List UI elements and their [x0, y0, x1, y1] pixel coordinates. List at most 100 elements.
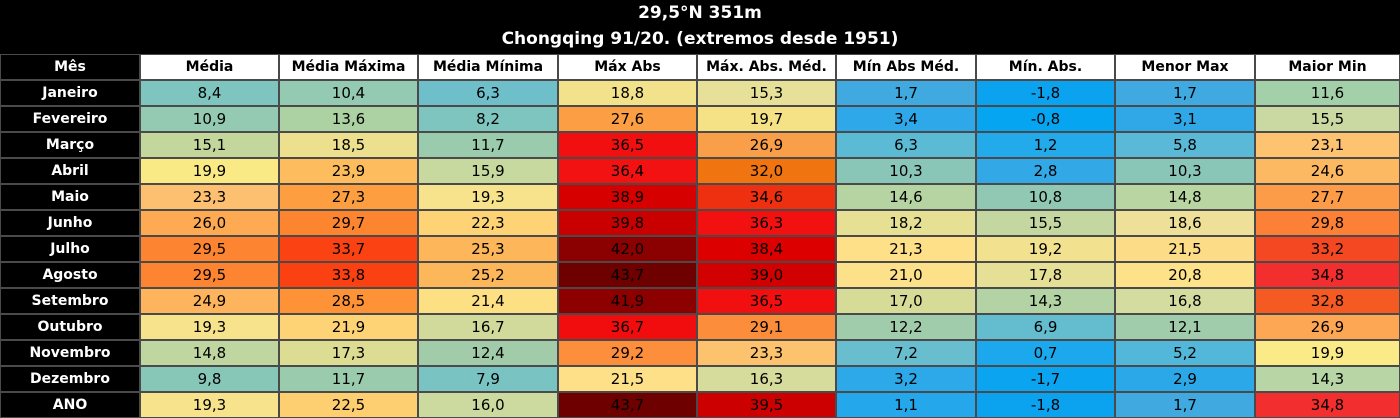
table-cell: 29,7 [279, 210, 418, 236]
table-cell: -1,8 [976, 80, 1115, 106]
table-cell: 19,2 [976, 236, 1115, 262]
table-cell: 16,7 [418, 314, 558, 340]
table-cell: -1,8 [976, 392, 1115, 418]
table-cell: 11,6 [1255, 80, 1400, 106]
column-header: Mín Abs Méd. [836, 54, 976, 80]
column-header: Média [140, 54, 279, 80]
table-cell: 10,3 [836, 158, 976, 184]
table-cell: 2,9 [1115, 366, 1255, 392]
table-row: Abril 19,9 23,9 15,9 36,4 32,0 10,3 2,8 10,3 24,6 [0, 158, 1400, 184]
table-cell: 36,7 [558, 314, 697, 340]
table-cell: 17,8 [976, 262, 1115, 288]
table-cell: 22,5 [279, 392, 418, 418]
table-cell: 29,5 [140, 262, 279, 288]
table-cell: 8,2 [418, 106, 558, 132]
table-cell: 20,8 [1115, 262, 1255, 288]
table-cell: 23,3 [697, 340, 836, 366]
table-subtitle: Chongqing 91/20. (extremos desde 1951) [501, 29, 899, 49]
column-header: Máx. Abs. Méd. [697, 54, 836, 80]
table-cell: 5,8 [1115, 132, 1255, 158]
table-cell: 18,5 [279, 132, 418, 158]
table-cell: 16,0 [418, 392, 558, 418]
table-cell: -1,7 [976, 366, 1115, 392]
table-cell: 19,9 [1255, 340, 1400, 366]
table-cell: 34,6 [697, 184, 836, 210]
table-title: 29,5°N 351m [638, 3, 762, 23]
row-label: Junho [0, 210, 140, 236]
table-cell: 34,8 [1255, 392, 1400, 418]
table-cell: 8,4 [140, 80, 279, 106]
table-cell: 23,3 [140, 184, 279, 210]
table-cell: 15,3 [697, 80, 836, 106]
table-cell: 23,1 [1255, 132, 1400, 158]
table-cell: 9,8 [140, 366, 279, 392]
table-cell: 28,5 [279, 288, 418, 314]
column-header: Maior Min [1255, 54, 1400, 80]
table-cell: 0,7 [976, 340, 1115, 366]
table-cell: 11,7 [279, 366, 418, 392]
table-cell: 19,7 [697, 106, 836, 132]
table-cell: 36,4 [558, 158, 697, 184]
table-cell: 3,2 [836, 366, 976, 392]
table-row: Janeiro 8,4 10,4 6,3 18,8 15,3 1,7 -1,8 1,7 11,6 [0, 80, 1400, 106]
table-cell: 39,8 [558, 210, 697, 236]
table-cell: 18,2 [836, 210, 976, 236]
table-cell: 19,9 [140, 158, 279, 184]
table-cell: 39,5 [697, 392, 836, 418]
table-cell: 15,9 [418, 158, 558, 184]
table-cell: 33,8 [279, 262, 418, 288]
table-cell: 19,3 [418, 184, 558, 210]
table-cell: 32,8 [1255, 288, 1400, 314]
row-label: Março [0, 132, 140, 158]
table-cell: 43,7 [558, 262, 697, 288]
table-cell: 6,3 [836, 132, 976, 158]
table-cell: 14,6 [836, 184, 976, 210]
table-cell: 10,3 [1115, 158, 1255, 184]
table-cell: 6,3 [418, 80, 558, 106]
table-row: Fevereiro 10,9 13,6 8,2 27,6 19,7 3,4 -0,8 3,1 15… [0, 106, 1400, 132]
table-cell: 27,7 [1255, 184, 1400, 210]
table-cell: 32,0 [697, 158, 836, 184]
table-cell: 22,3 [418, 210, 558, 236]
table-cell: 21,5 [558, 366, 697, 392]
climate-table: Mês Média Média Máxima Média Mínima Máx Abs M… [0, 54, 1400, 418]
table-cell: 12,2 [836, 314, 976, 340]
table-cell: 12,4 [418, 340, 558, 366]
table-cell: 13,6 [279, 106, 418, 132]
column-header: Máx Abs [558, 54, 697, 80]
table-cell: 2,8 [976, 158, 1115, 184]
table-cell: 11,7 [418, 132, 558, 158]
table-cell: 7,2 [836, 340, 976, 366]
table-cell: 36,5 [558, 132, 697, 158]
row-label: Novembro [0, 340, 140, 366]
table-cell: 7,9 [418, 366, 558, 392]
table-cell: 23,9 [279, 158, 418, 184]
table-cell: 17,3 [279, 340, 418, 366]
table-cell: 1,7 [1115, 80, 1255, 106]
table-cell: 29,1 [697, 314, 836, 340]
table-cell: 38,4 [697, 236, 836, 262]
table-cell: 27,3 [279, 184, 418, 210]
table-cell: 21,0 [836, 262, 976, 288]
table-cell: 14,8 [1115, 184, 1255, 210]
row-label: Julho [0, 236, 140, 262]
table-cell: 29,5 [140, 236, 279, 262]
table-cell: 25,2 [418, 262, 558, 288]
table-cell: 18,8 [558, 80, 697, 106]
table-cell: 1,2 [976, 132, 1115, 158]
table-row: Agosto 29,5 33,8 25,2 43,7 39,0 21,0 17,8 20,8 34… [0, 262, 1400, 288]
table-cell: 24,6 [1255, 158, 1400, 184]
table-cell: 6,9 [976, 314, 1115, 340]
table-cell: 21,3 [836, 236, 976, 262]
table-cell: 10,4 [279, 80, 418, 106]
column-header: Mês [0, 54, 140, 80]
table-row: ANO 19,3 22,5 16,0 43,7 39,5 1,1 -1,8 1,7 34,8 [0, 392, 1400, 418]
table-cell: 29,8 [1255, 210, 1400, 236]
table-cell: 39,0 [697, 262, 836, 288]
header-row: Mês Média Média Máxima Média Mínima Máx Abs M… [0, 54, 1400, 80]
row-label: Fevereiro [0, 106, 140, 132]
table-cell: 3,1 [1115, 106, 1255, 132]
table-row: Setembro 24,9 28,5 21,4 41,9 36,5 17,0 14,3 16,8… [0, 288, 1400, 314]
table-cell: 26,9 [1255, 314, 1400, 340]
